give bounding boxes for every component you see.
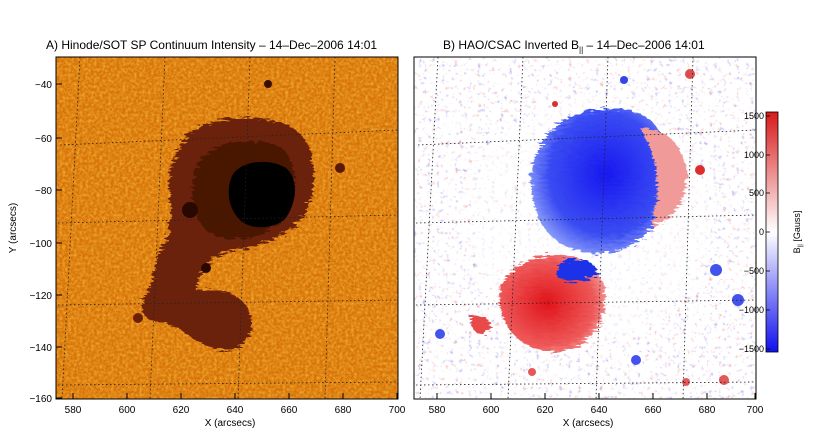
colorbar: 1500 1000 500 0 −500 −1000 −1500 B|| [Ga… bbox=[739, 111, 804, 354]
tick-label: −120 bbox=[29, 291, 52, 302]
tick-label: −80 bbox=[35, 186, 52, 197]
tick-label: 640 bbox=[591, 405, 608, 416]
tick-label: −60 bbox=[35, 134, 52, 145]
tick-label: −160 bbox=[29, 394, 52, 405]
tick-label: 600 bbox=[483, 405, 500, 416]
tick-label: −100 bbox=[29, 239, 52, 250]
tick-label: 660 bbox=[281, 405, 298, 416]
panel-a-frame bbox=[55, 56, 399, 400]
tick-label: 580 bbox=[65, 405, 82, 416]
tick-label: −140 bbox=[29, 343, 52, 354]
tick-label: 680 bbox=[335, 405, 352, 416]
panel-b-title: B) HAO/CSAC Inverted B|| – 14–Dec–2006 1… bbox=[443, 38, 705, 55]
panel-b-image bbox=[414, 57, 756, 399]
colorbar-tick: 500 bbox=[749, 188, 764, 198]
panel-a-title: A) Hinode/SOT SP Continuum Intensity – 1… bbox=[46, 38, 378, 52]
panel-a-y-axis: −40 −60 −80 −100 −120 −140 −160 Y (arcse… bbox=[8, 80, 62, 405]
tick-label: 660 bbox=[645, 405, 662, 416]
colorbar-tick: 1000 bbox=[744, 150, 764, 160]
colorbar-tick: −500 bbox=[744, 266, 764, 276]
tick-label: 620 bbox=[173, 405, 190, 416]
tick-label: −40 bbox=[35, 80, 52, 91]
colorbar-label: B|| [Gauss] bbox=[792, 211, 804, 254]
colorbar-tick: 0 bbox=[759, 227, 764, 237]
panel-a-image bbox=[56, 57, 398, 399]
tick-label: 680 bbox=[699, 405, 716, 416]
tick-label: 640 bbox=[227, 405, 244, 416]
tick-label: 700 bbox=[389, 405, 406, 416]
tick-label: 600 bbox=[119, 405, 136, 416]
panel-b-frame bbox=[413, 56, 757, 400]
tick-label: 700 bbox=[747, 405, 764, 416]
colorbar-tick: −1500 bbox=[739, 344, 764, 354]
y-axis-label: Y (arcsecs) bbox=[8, 203, 19, 253]
colorbar-tick: −1000 bbox=[739, 305, 764, 315]
x-axis-label: X (arcsecs) bbox=[205, 418, 256, 429]
panel-a-x-axis: 580 600 620 640 660 680 700 X (arcsecs) bbox=[65, 393, 406, 429]
x-axis-label: X (arcsecs) bbox=[563, 418, 614, 429]
tick-label: 620 bbox=[537, 405, 554, 416]
colorbar-tick: 1500 bbox=[744, 111, 764, 121]
panel-b-x-axis: 580 600 620 640 660 680 700 X (arcsecs) bbox=[429, 393, 764, 429]
tick-label: 580 bbox=[429, 405, 446, 416]
